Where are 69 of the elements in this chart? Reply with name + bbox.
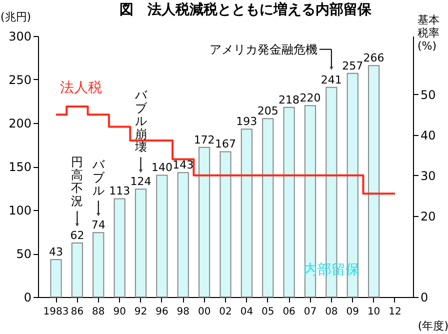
data-label: 113	[109, 184, 130, 198]
y2-tick-label: 30	[420, 168, 436, 183]
y-tick-label: 300	[8, 30, 32, 44]
bar	[50, 259, 62, 298]
x-tick-label: 88	[92, 306, 105, 318]
data-label: 143	[172, 158, 194, 172]
x-tick-label: 92	[134, 306, 148, 318]
bar	[177, 172, 189, 298]
x-tick-label: 07	[304, 306, 317, 318]
y-tick-label: 150	[8, 160, 32, 174]
x-tick-label: 90	[113, 306, 126, 318]
bar	[71, 242, 83, 298]
x-axis-title: (年度)	[418, 320, 448, 332]
data-label: 205	[257, 104, 278, 118]
bar	[114, 198, 126, 298]
x-tick-label: 04	[240, 306, 254, 318]
y2-axis-title: 基本税率(%)	[418, 14, 440, 52]
bar	[262, 118, 274, 298]
data-label: 124	[130, 175, 152, 188]
annotation: バブル	[91, 158, 106, 198]
bar	[368, 65, 380, 298]
y-tick-label: 200	[8, 116, 32, 130]
bar	[156, 174, 168, 298]
x-tick-label: 02	[219, 306, 232, 318]
data-label: 218	[278, 93, 300, 106]
chart-title: 図 法人税減税とともに増える内部留保	[120, 1, 372, 18]
bar	[92, 232, 104, 298]
bar	[198, 146, 210, 298]
y2-tick-label: 40	[420, 128, 436, 142]
y-tick-label: 50	[16, 247, 32, 261]
data-label: 172	[194, 133, 215, 146]
x-tick-label: 08	[325, 306, 338, 318]
annotation: バブル崩壊	[134, 88, 148, 154]
x-tick-label: 86	[70, 306, 84, 318]
bar	[220, 151, 232, 298]
y-tick-label: 100	[8, 204, 32, 218]
data-label: 193	[236, 115, 258, 128]
y-tick-label: 0	[24, 290, 32, 304]
data-label: 74	[91, 218, 106, 232]
y-tick-label: 250	[8, 73, 32, 87]
bar	[304, 105, 316, 298]
x-tick-label: 00	[198, 306, 211, 318]
x-tick-label: 10	[367, 306, 380, 318]
annotation: アメリカ発金融危機	[209, 42, 318, 56]
x-tick-label: 98	[176, 306, 190, 318]
data-label: 43	[49, 246, 64, 259]
data-label: 220	[300, 92, 321, 105]
y2-tick-label: 50	[420, 88, 436, 102]
data-label: 257	[342, 59, 364, 72]
data-label: 62	[70, 229, 84, 242]
x-tick-label: 06	[282, 306, 296, 318]
data-label: 266	[363, 52, 384, 65]
x-tick-label: 09	[346, 306, 359, 318]
y-axis-title: (兆円)	[0, 10, 32, 24]
annotation: 円高不況	[71, 155, 84, 208]
x-tick-label: 96	[156, 306, 168, 318]
data-label: 167	[215, 138, 236, 151]
data-label: 241	[320, 73, 342, 86]
data-label: 140	[151, 161, 172, 174]
x-tick-label: 05	[262, 306, 274, 318]
bar	[240, 128, 252, 298]
series-label: 法人税	[60, 80, 102, 96]
bar	[346, 72, 358, 298]
x-tick-label: 12	[388, 306, 402, 318]
bar	[134, 188, 147, 298]
y2-tick-label: 20	[420, 209, 436, 224]
x-tick-label: 1983	[43, 306, 69, 318]
y2-tick-label: 0	[420, 290, 428, 304]
bar	[283, 106, 295, 298]
